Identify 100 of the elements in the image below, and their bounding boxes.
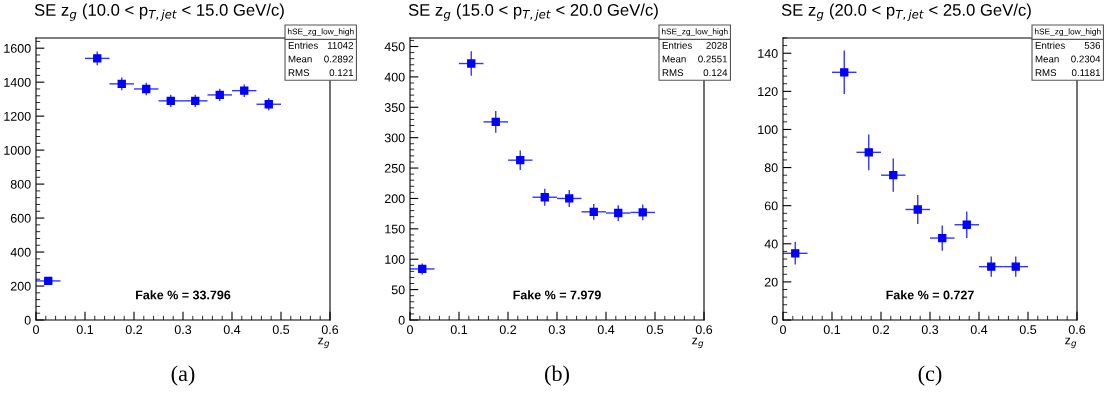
annotation: Fake % = 33.796 <box>136 290 231 300</box>
text: 536 <box>1084 41 1101 49</box>
x-tick-label: 0.6 <box>1068 325 1086 335</box>
y-tick-label: 800 <box>10 179 31 189</box>
y-tick-label: 1200 <box>4 111 31 121</box>
annotation: 0.124 <box>703 69 728 77</box>
annotation: Mean <box>1035 55 1059 63</box>
y-tick-label: 400 <box>10 247 31 257</box>
point <box>215 90 224 100</box>
annotation: Entries <box>1035 41 1065 49</box>
x-tick-label: 0.1 <box>450 325 468 335</box>
y-tick-label: 450 <box>384 42 405 52</box>
chart-title: SE z$_{g}$ (20.0 < p$_{T,jet}$ < 25.0 GeV/c) <box>781 3 1031 21</box>
x-tick-label: 0.3 <box>921 325 939 335</box>
y-tick-label: 120 <box>758 87 778 96</box>
annotation: 11042 <box>327 41 354 49</box>
y-tick-label: 80 <box>764 163 778 173</box>
x-tick-label: 0.6 <box>321 325 339 335</box>
y-tick-label: 60 <box>764 201 778 211</box>
y-tick-label: 40 <box>764 239 778 249</box>
x-tick-label: 0.2 <box>872 325 890 335</box>
point <box>913 205 922 214</box>
annotation: 0.2551 <box>698 55 728 63</box>
x-tick-label: 0.3 <box>548 325 566 335</box>
annotation: RMS <box>662 69 684 77</box>
y-tick-label: 1000 <box>4 145 31 155</box>
x-tick-label: 0.6 <box>695 325 713 335</box>
x-tick-label: 0.4 <box>223 325 241 335</box>
chart-title: SE z$_{g}$ (15.0 < p$_{T,jet}$ < 20.0 GeV/c) <box>408 3 658 21</box>
x-tick-label: 0.2 <box>125 325 143 335</box>
y-tick-label: 300 <box>384 133 405 143</box>
y-tick-label: 250 <box>384 163 405 173</box>
text: (b) <box>545 365 569 386</box>
point <box>614 208 623 218</box>
y-tick-label: 200 <box>10 281 31 291</box>
y-tick-label: 1600 <box>4 43 31 53</box>
x-axis-title: z$_{g}$ <box>318 337 330 349</box>
y-tick-label: 1400 <box>4 77 31 87</box>
y-tick-label: 100 <box>758 125 778 135</box>
annotation: Fake % = 0.727 <box>886 290 974 300</box>
y-tick-label: 0 <box>24 315 31 325</box>
point <box>962 220 971 229</box>
annotation: 0.2892 <box>324 55 354 63</box>
annotation: Fake % = 7.979 <box>513 290 601 300</box>
point <box>864 148 873 157</box>
annotation: Mean <box>288 55 312 63</box>
point <box>938 233 947 243</box>
y-tick-label: 400 <box>384 72 405 82</box>
point <box>565 194 574 203</box>
annotation: Entries <box>288 41 318 49</box>
y-tick-label: 150 <box>385 224 405 234</box>
text: 2028 <box>706 41 728 49</box>
x-tick-label: 0 <box>407 325 413 335</box>
y-tick-label: 50 <box>391 285 405 295</box>
x-tick-label: 0.5 <box>646 325 664 335</box>
x-tick-label: 0.5 <box>1019 325 1037 335</box>
point <box>540 193 549 202</box>
annotation: Mean <box>662 55 686 63</box>
text: (c) <box>918 365 942 386</box>
point <box>117 79 126 89</box>
annotation: 0.121 <box>329 69 354 77</box>
point <box>166 96 175 106</box>
annotation: 0.1181 <box>1071 69 1101 77</box>
y-tick-label: 600 <box>10 213 31 223</box>
point <box>638 208 647 217</box>
y-tick-label: 0 <box>398 315 405 325</box>
y-tick-label: 0 <box>771 315 778 325</box>
x-tick-label: 0 <box>780 325 786 335</box>
text: (a) <box>171 365 195 386</box>
x-tick-label: 0.4 <box>970 325 988 335</box>
x-tick-label: 0.1 <box>76 325 94 335</box>
point <box>589 207 598 216</box>
point <box>491 117 500 127</box>
point <box>191 96 200 106</box>
annotation: RMS <box>1035 69 1057 77</box>
x-tick-label: 0.3 <box>174 325 192 335</box>
point <box>44 276 53 286</box>
y-tick-label: 20 <box>764 277 778 287</box>
point <box>93 54 102 63</box>
y-tick-label: 200 <box>384 194 405 204</box>
x-axis-title: z$_{g}$ <box>1065 337 1077 349</box>
point <box>467 59 476 68</box>
x-tick-label: 0 <box>33 325 39 335</box>
text: hSE_zg_low_high <box>1034 28 1101 37</box>
y-tick-label: 140 <box>758 49 778 58</box>
chart-title: SE z$_{g}$ (10.0 < p$_{T,jet}$ < 15.0 GeV/c) <box>34 3 284 21</box>
text: hSE_zg_low_high <box>287 28 354 37</box>
x-tick-label: 0.5 <box>272 325 290 335</box>
point <box>240 86 249 95</box>
y-tick-label: 350 <box>384 103 405 112</box>
text: hSE_zg_low_high <box>661 28 728 37</box>
point <box>889 171 898 180</box>
point <box>791 249 800 258</box>
point <box>840 68 849 77</box>
point <box>264 100 273 109</box>
point <box>142 84 151 94</box>
x-tick-label: 0.2 <box>499 325 517 335</box>
point <box>418 264 427 274</box>
annotation: Entries <box>662 41 692 49</box>
point <box>516 155 525 165</box>
